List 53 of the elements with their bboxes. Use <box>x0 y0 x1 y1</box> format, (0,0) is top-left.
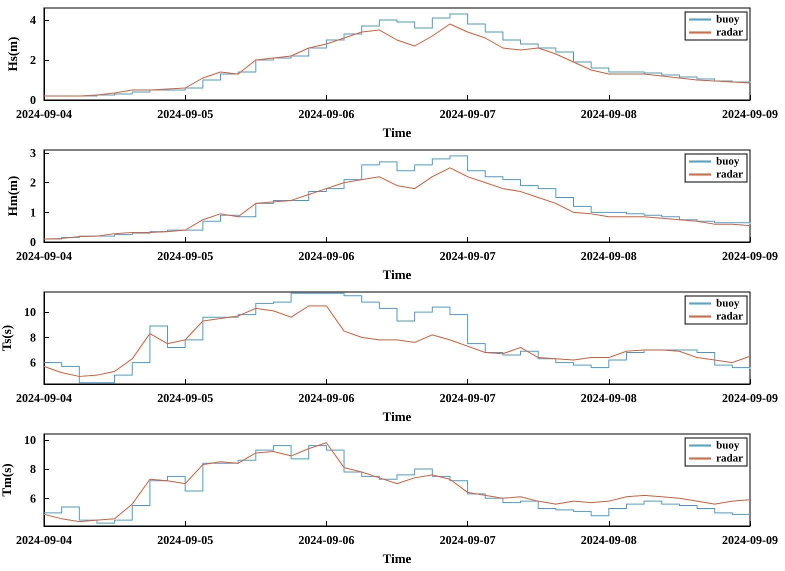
y-tick-label: 6 <box>30 491 36 506</box>
x-tick-label: 2024-09-05 <box>157 249 214 263</box>
y-axis-title: Ts(s) <box>0 324 14 352</box>
y-axis-title: Tm(s) <box>0 463 14 497</box>
x-tick-label: 2024-09-06 <box>298 107 354 121</box>
y-tick-label: 2 <box>30 53 36 67</box>
x-axis-title: Time <box>382 125 412 140</box>
x-tick-label: 2024-09-07 <box>440 249 496 263</box>
x-tick-label: 2024-09-08 <box>580 533 637 547</box>
x-tick-label: 2024-09-07 <box>440 391 496 405</box>
y-tick-label: 10 <box>24 305 36 320</box>
x-tick-label: 2024-09-09 <box>722 391 778 405</box>
x-tick-label: 2024-09-09 <box>722 533 778 547</box>
x-tick-label: 2024-09-07 <box>440 107 496 121</box>
y-tick-label: 4 <box>30 13 36 27</box>
y-tick-label: 1 <box>30 205 36 220</box>
legend-label: buoy <box>716 298 740 310</box>
x-tick-label: 2024-09-05 <box>157 107 214 121</box>
y-tick-label: 2 <box>30 176 36 190</box>
y-tick-label: 8 <box>30 462 36 476</box>
legend-label: buoy <box>716 156 740 168</box>
x-tick-label: 2024-09-04 <box>16 533 72 547</box>
legend-label: radar <box>716 26 744 38</box>
x-tick-label: 2024-09-06 <box>298 249 354 263</box>
x-axis-title: Time <box>382 409 412 424</box>
legend-label: buoy <box>716 14 740 26</box>
x-tick-label: 2024-09-04 <box>16 249 72 263</box>
x-axis-title: Time <box>382 551 412 566</box>
x-tick-label: 2024-09-04 <box>16 391 72 405</box>
x-tick-label: 2024-09-05 <box>157 391 214 405</box>
y-tick-label: 10 <box>24 432 36 447</box>
x-tick-label: 2024-09-08 <box>580 249 637 263</box>
y-axis-title: Hm(m) <box>5 176 20 216</box>
y-axis-title: Hs(m) <box>5 36 20 72</box>
x-tick-label: 2024-09-05 <box>157 533 214 547</box>
x-tick-label: 2024-09-06 <box>298 533 354 547</box>
x-tick-label: 2024-09-09 <box>722 249 778 263</box>
x-tick-label: 2024-09-08 <box>580 391 637 405</box>
y-tick-label: 3 <box>30 146 36 160</box>
x-axis-title: Time <box>382 267 412 282</box>
legend-label: buoy <box>716 440 740 452</box>
y-tick-label: 6 <box>30 356 36 370</box>
x-tick-label: 2024-09-06 <box>298 391 354 405</box>
x-tick-label: 2024-09-09 <box>722 107 778 121</box>
legend-label: radar <box>716 168 744 180</box>
legend-label: radar <box>716 310 744 322</box>
x-tick-label: 2024-09-08 <box>580 107 637 121</box>
y-tick-label: 0 <box>30 235 36 249</box>
y-tick-label: 0 <box>30 93 36 107</box>
x-tick-label: 2024-09-07 <box>440 533 496 547</box>
y-tick-label: 8 <box>30 330 36 344</box>
legend-label: radar <box>716 452 744 464</box>
x-tick-label: 2024-09-04 <box>16 107 72 121</box>
